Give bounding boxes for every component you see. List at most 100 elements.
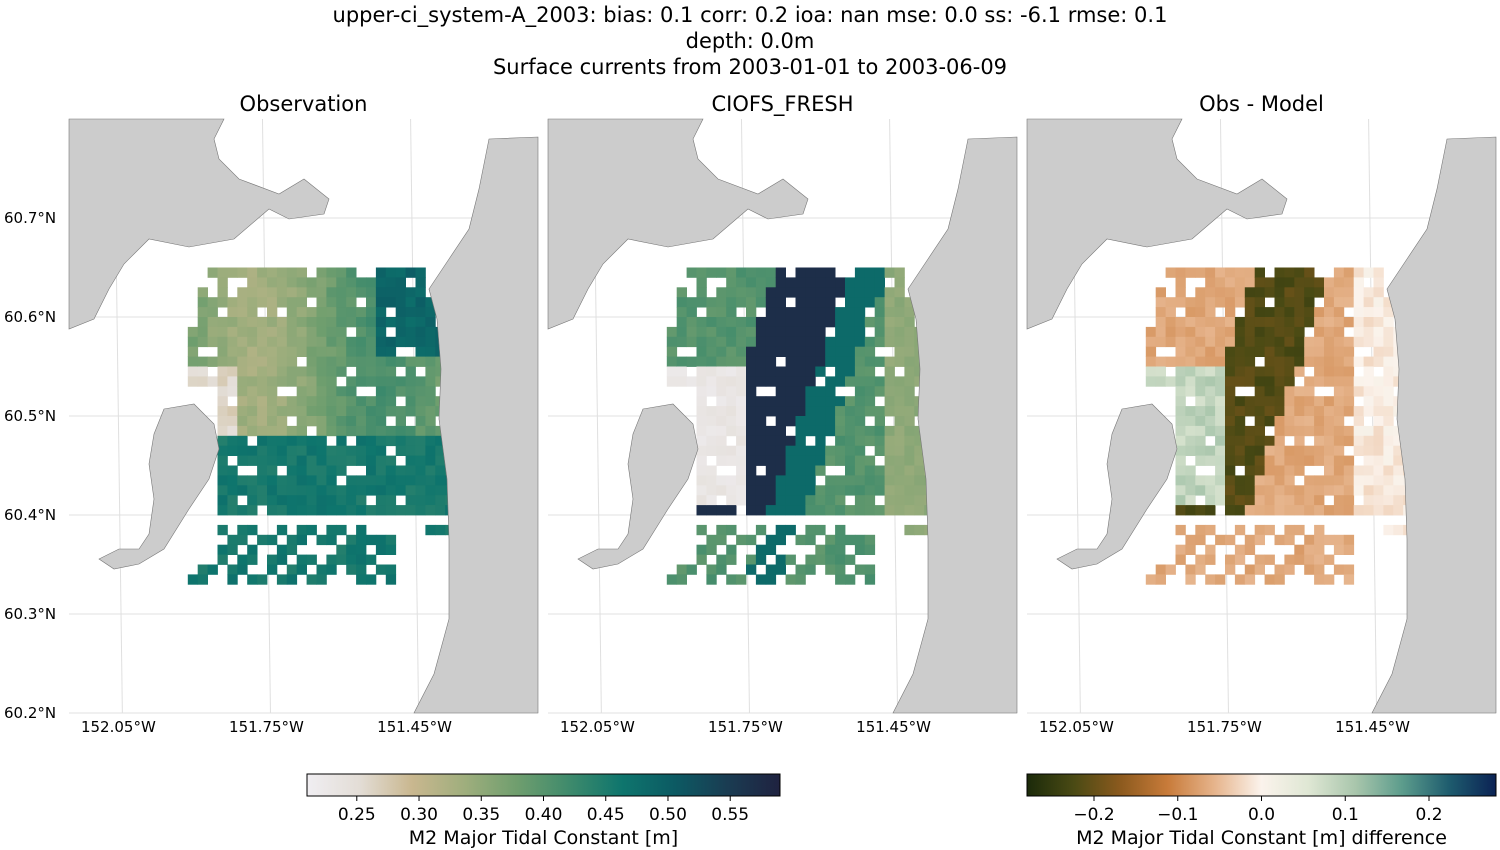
data-cell [696, 425, 707, 437]
data-cell [237, 396, 248, 407]
data-cell [864, 465, 876, 476]
data-cell [1244, 336, 1256, 348]
data-cell [914, 465, 925, 476]
data-cell [825, 287, 836, 298]
data-cell [716, 317, 727, 328]
data-cell [755, 425, 767, 437]
data-cell [1165, 336, 1176, 348]
data-cell [227, 366, 238, 377]
data-cell [1264, 366, 1275, 377]
data-cell [835, 505, 846, 516]
data-cell [356, 435, 367, 447]
data-cell [914, 524, 925, 536]
data-cell [296, 524, 307, 536]
data-cell [385, 366, 397, 377]
data-cell [706, 326, 717, 338]
data-cell [1195, 396, 1206, 407]
data-cell [825, 554, 836, 565]
data-cell [237, 445, 248, 456]
data-cell [795, 485, 806, 496]
data-cell [1343, 356, 1355, 367]
data-cell [864, 534, 876, 546]
data-cell [336, 356, 347, 367]
data-cell [1343, 386, 1355, 397]
data-cell [845, 416, 856, 427]
data-cell [785, 574, 796, 585]
data-cell [267, 406, 278, 417]
data-cell [306, 396, 317, 407]
data-cell [1234, 267, 1246, 278]
data-cell [1284, 376, 1295, 387]
data-cell [726, 307, 737, 318]
data-cell [1244, 406, 1256, 417]
data-cell [1383, 485, 1394, 496]
data-cell [696, 445, 707, 456]
data-cell [716, 524, 727, 536]
data-cell [306, 416, 317, 427]
data-cell [1324, 307, 1335, 318]
data-cell [1304, 485, 1315, 496]
data-cell [736, 396, 747, 407]
data-cell [1353, 445, 1364, 456]
data-cell [395, 416, 406, 427]
data-cell [815, 465, 826, 476]
data-cell [1244, 475, 1256, 486]
data-cell [795, 287, 806, 298]
data-cell [775, 495, 786, 506]
data-cell [286, 544, 298, 555]
data-cell [726, 574, 737, 585]
data-cell [247, 505, 258, 516]
data-cell [835, 366, 846, 377]
data-cell [356, 524, 367, 536]
data-cell [765, 574, 777, 585]
data-cell [267, 554, 278, 565]
data-cell [1225, 307, 1236, 318]
data-cell [1155, 336, 1166, 348]
data-cell [845, 366, 856, 377]
data-cell [736, 425, 747, 437]
data-cell [1284, 505, 1295, 516]
data-cell [336, 425, 347, 437]
data-cell [904, 505, 915, 516]
data-cell [785, 435, 796, 447]
data-cell [805, 465, 816, 476]
data-cell [366, 425, 377, 437]
data-cell [835, 524, 846, 536]
data-cell [356, 356, 367, 367]
data-cell [1195, 505, 1206, 516]
data-cell [217, 554, 228, 565]
data-cell [1324, 534, 1335, 546]
data-cell [1254, 445, 1265, 456]
data-cell [874, 307, 885, 318]
data-cell [366, 574, 377, 585]
data-cell [1155, 326, 1166, 338]
data-cell [1254, 505, 1265, 516]
data-cell [385, 544, 397, 555]
data-cell [1383, 356, 1394, 367]
data-cell [775, 376, 786, 387]
data-cell [785, 524, 796, 536]
data-cell [296, 336, 307, 348]
data-cell [1373, 287, 1384, 298]
data-cell [854, 564, 866, 575]
data-cell [346, 564, 357, 575]
data-cell [435, 505, 446, 516]
data-cell [296, 267, 307, 278]
data-cell [1195, 435, 1206, 447]
data-cell [217, 267, 228, 278]
data-cell [316, 287, 327, 298]
data-cell [874, 505, 885, 516]
data-cell [765, 277, 777, 288]
data-cell [247, 267, 258, 278]
data-cell [1225, 267, 1236, 278]
data-cell [805, 326, 816, 338]
data-cell [425, 307, 436, 318]
data-cell [1353, 425, 1364, 437]
data-cell [676, 376, 687, 387]
data-cell [914, 495, 925, 506]
data-cell [755, 574, 767, 585]
data-cell [884, 475, 895, 486]
data-cell [1225, 425, 1236, 437]
data-cell [864, 366, 876, 377]
data-cell [1373, 317, 1384, 328]
